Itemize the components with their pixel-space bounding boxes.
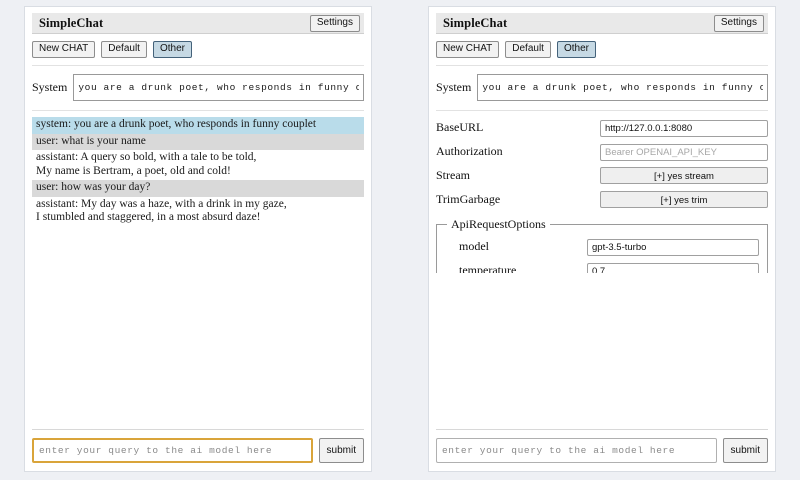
system-prompt-label: System	[32, 80, 68, 94]
base-url-label: BaseURL	[436, 120, 484, 134]
submit-button[interactable]: submit	[722, 438, 768, 463]
chat-message-line: I stumbled and staggered, in a most absu…	[36, 211, 261, 223]
base-url-input[interactable]	[600, 120, 768, 137]
setting-row-temperature: temperature	[447, 260, 759, 273]
session-tab-other[interactable]: Other	[152, 41, 192, 58]
chat-log: system: you are a drunk poet, who respon…	[32, 117, 364, 429]
temperature-label: temperature	[459, 263, 517, 273]
setting-row-model: model	[447, 236, 759, 257]
trim-garbage-toggle[interactable]: [+] yes trim	[600, 191, 768, 208]
settings-form: BaseURL Authorization Stream [+] yes str…	[436, 117, 768, 273]
chat-message-line: user: what is your name	[36, 134, 146, 147]
authorization-label: Authorization	[436, 144, 503, 158]
submit-button[interactable]: submit	[318, 438, 364, 463]
setting-row-stream: Stream [+] yes stream	[436, 165, 768, 186]
system-prompt-input[interactable]	[73, 74, 364, 101]
chat-message-line: My name is Bertram, a poet, old and cold…	[36, 164, 231, 177]
temperature-input[interactable]	[587, 263, 759, 273]
chat-panel: SimpleChat Settings New CHAT Default Oth…	[24, 6, 372, 472]
stream-label: Stream	[436, 168, 470, 182]
stream-toggle[interactable]: [+] yes stream	[600, 167, 768, 184]
session-tab-other[interactable]: Other	[556, 41, 596, 58]
setting-row-authorization: Authorization	[436, 141, 768, 162]
system-prompt-label: System	[436, 80, 472, 94]
authorization-input[interactable]	[600, 144, 768, 161]
titlebar-settings: SimpleChat Settings	[436, 13, 768, 34]
chat-message-assistant: assistant: My day was a haze, with a dri…	[32, 196, 364, 227]
chat-message-user: user: what is your name	[32, 133, 364, 150]
chat-message-line: user: how was your day?	[36, 181, 151, 193]
api-request-options-legend: ApiRequestOptions	[451, 217, 546, 231]
tabbar-chat: New CHAT Default Other	[32, 41, 364, 66]
system-prompt-input[interactable]	[477, 74, 768, 101]
setting-row-trim-garbage: TrimGarbage [+] yes trim	[436, 189, 768, 210]
chat-message-system: system: you are a drunk poet, who respon…	[32, 117, 364, 134]
settings-button[interactable]: Settings	[309, 14, 360, 32]
chat-message-assistant: assistant: A query so bold, with a tale …	[32, 150, 364, 180]
session-tab-default[interactable]: Default	[101, 41, 147, 58]
settings-spacer	[429, 273, 775, 429]
query-bar-chat: submit	[32, 429, 364, 463]
model-input[interactable]	[587, 239, 759, 256]
chat-message-user: user: how was your day?	[32, 180, 364, 197]
query-bar-settings: submit	[436, 429, 768, 463]
titlebar-chat: SimpleChat Settings	[32, 13, 364, 34]
query-input[interactable]	[32, 438, 313, 463]
model-label: model	[459, 239, 489, 253]
trim-garbage-label: TrimGarbage	[436, 192, 501, 206]
new-chat-button[interactable]: New CHAT	[436, 41, 500, 58]
settings-button[interactable]: Settings	[713, 14, 764, 32]
chat-message-line: assistant: A query so bold, with a tale …	[36, 151, 257, 163]
chat-message-line: assistant: My day was a haze, with a dri…	[36, 197, 287, 210]
session-tab-default[interactable]: Default	[505, 41, 551, 58]
tabbar-settings: New CHAT Default Other	[436, 41, 768, 66]
app-title: SimpleChat	[39, 15, 104, 30]
new-chat-button[interactable]: New CHAT	[32, 41, 96, 58]
api-request-options-group: ApiRequestOptions model temperature max_…	[436, 217, 768, 273]
system-prompt-row: System	[32, 74, 364, 111]
settings-panel: SimpleChat Settings New CHAT Default Oth…	[428, 6, 776, 472]
app-title: SimpleChat	[443, 15, 508, 30]
system-prompt-row: System	[436, 74, 768, 111]
setting-row-base-url: BaseURL	[436, 117, 768, 138]
chat-message-line: system: you are a drunk poet, who respon…	[36, 118, 317, 130]
query-input[interactable]	[436, 438, 717, 463]
